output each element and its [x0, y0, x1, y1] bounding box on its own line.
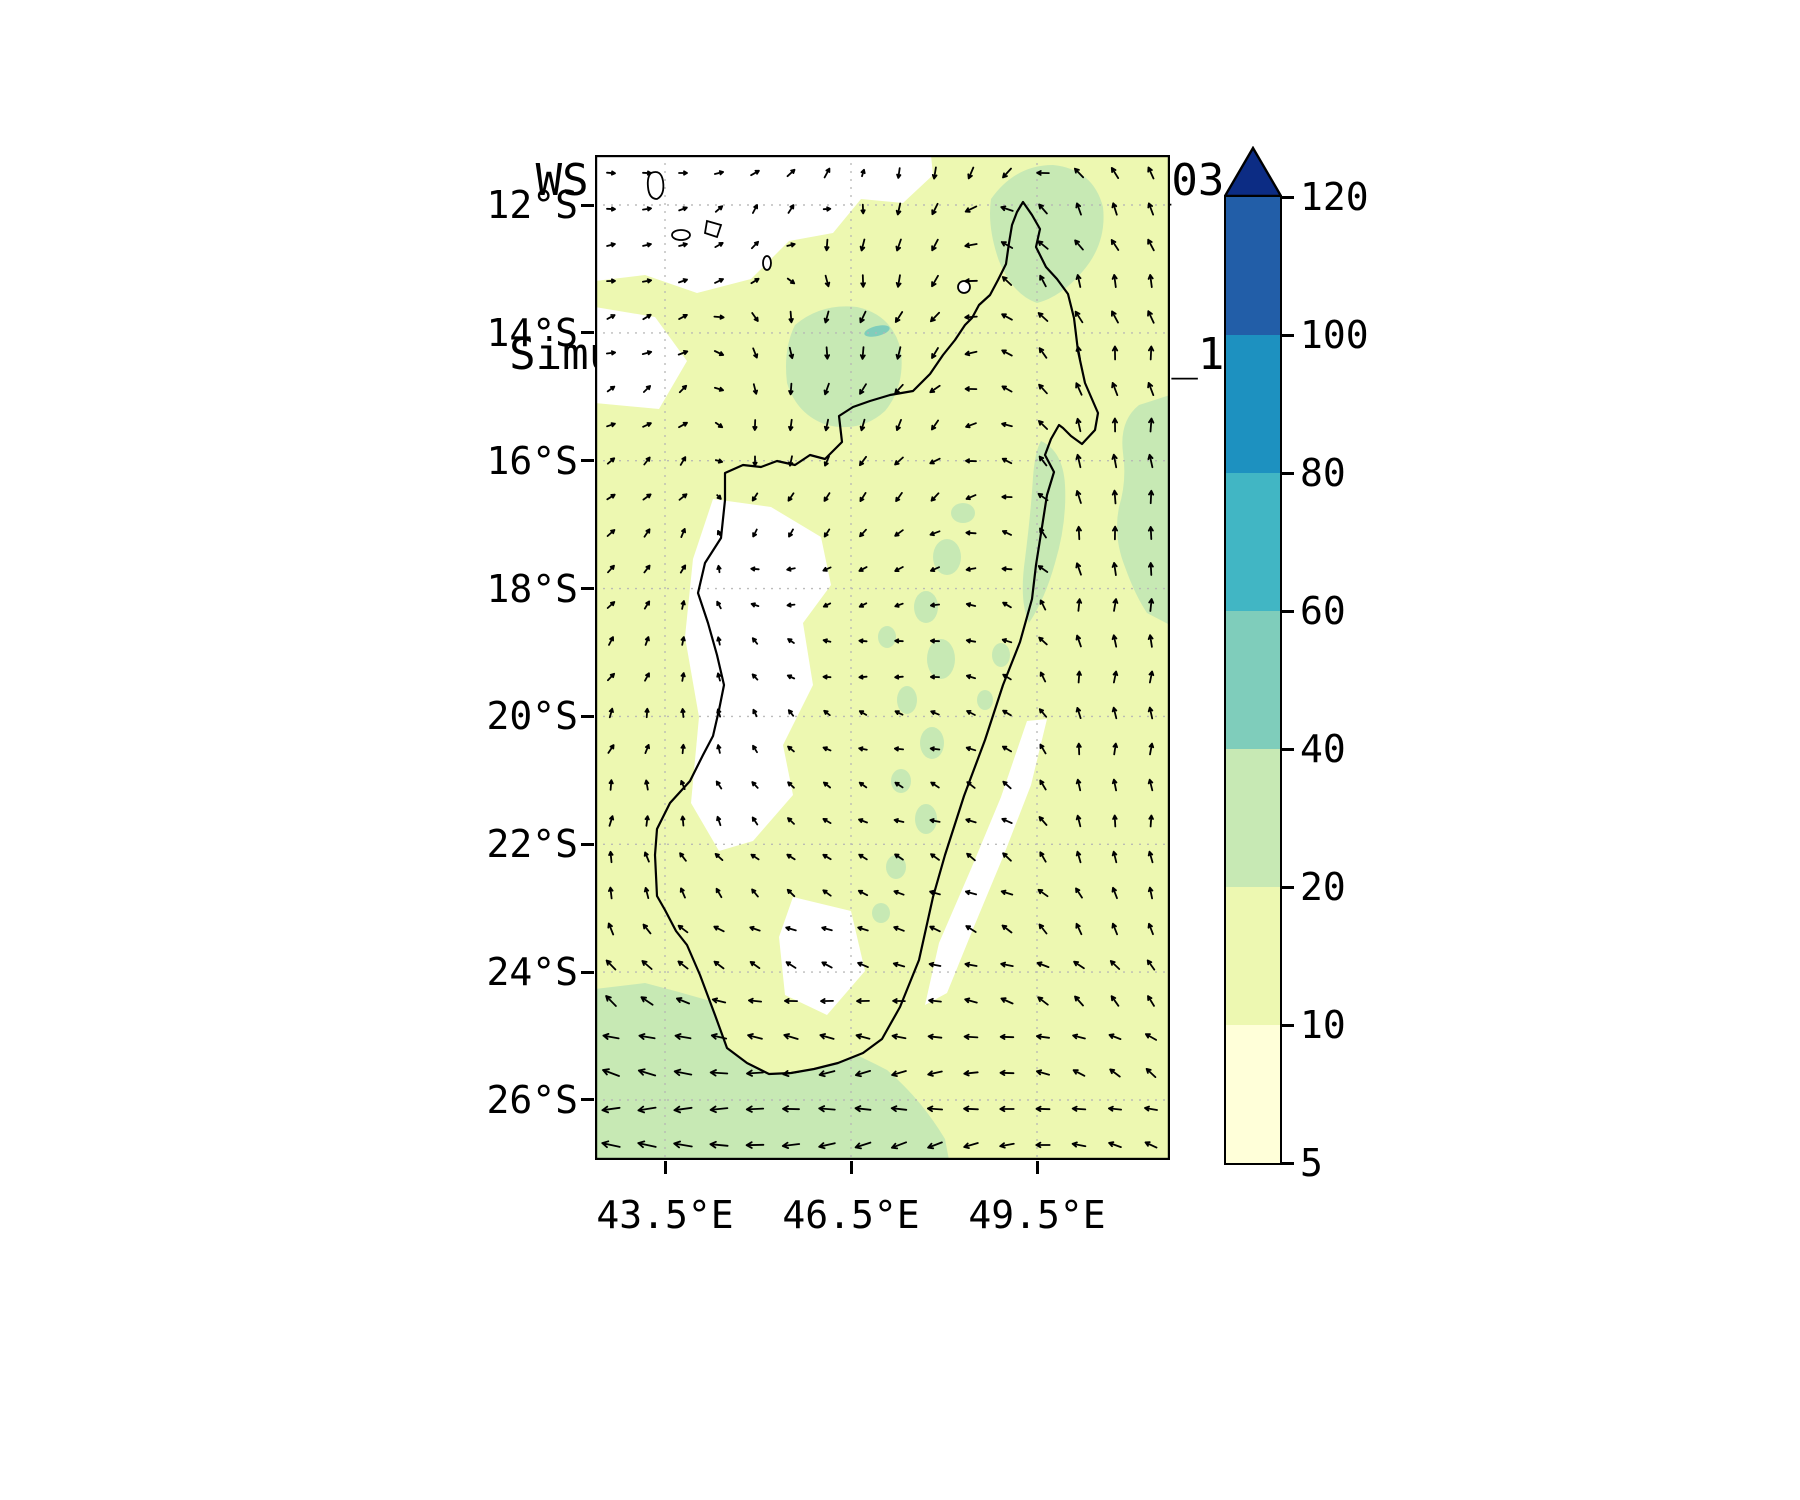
- y-tick-label: 22°S: [486, 822, 578, 867]
- x-tick-label: 43.5°E: [596, 1193, 734, 1237]
- map-panel: [594, 154, 1171, 1161]
- wind-patch-interior-blobs: [872, 503, 1010, 923]
- colorbar-segment-10-20: [1226, 887, 1280, 1025]
- island-nosy-be: [957, 280, 971, 294]
- y-tick-label: 26°S: [486, 1077, 578, 1122]
- wind-patch-northwest: [786, 306, 902, 428]
- y-tick-label: 16°S: [486, 438, 578, 483]
- island-anjouan: [703, 219, 723, 239]
- colorbar-extend-triangle: [1224, 146, 1282, 197]
- y-tick-label: 14°S: [486, 310, 578, 355]
- colorbar-tickmark: [1282, 195, 1294, 199]
- wind-patch-teal-spot: [864, 325, 890, 337]
- madagascar-land: [655, 202, 1098, 1074]
- y-tickmark: [581, 714, 594, 718]
- colorbar-segment-40-60: [1226, 611, 1280, 749]
- colorbar-tickmark: [1282, 1161, 1294, 1165]
- y-tickmark: [581, 970, 594, 974]
- colorbar-segment-60-80: [1226, 473, 1280, 611]
- colorbar-tick-label: 5: [1300, 1141, 1323, 1185]
- colorbar-tickmark: [1282, 747, 1294, 751]
- map-frame: [594, 154, 1171, 1161]
- y-tick-label: 24°S: [486, 950, 578, 995]
- calm-patch-south-land: [779, 897, 865, 1015]
- colorbar-tickmark: [1282, 885, 1294, 889]
- y-tickmark: [581, 331, 594, 335]
- x-tickmark: [663, 1161, 667, 1174]
- y-tick-label: 20°S: [486, 694, 578, 739]
- colorbar-tickmark: [1282, 1023, 1294, 1027]
- y-tickmark: [581, 842, 594, 846]
- coastline: [653, 200, 1100, 1076]
- y-tickmark: [581, 203, 594, 207]
- colorbar-tickmark: [1282, 333, 1294, 337]
- calm-patch-southeast-offshore: [925, 719, 1047, 1005]
- colorbar-tick-label: 80: [1300, 451, 1346, 495]
- island-mayotte: [762, 255, 772, 271]
- colorbar-tick-label: 100: [1300, 313, 1369, 357]
- calm-patch-channel: [595, 307, 687, 409]
- colorbar-segment-20-40: [1226, 749, 1280, 887]
- colorbar-tick-label: 40: [1300, 727, 1346, 771]
- wind-patch-north-tip: [990, 165, 1104, 303]
- y-tick-label: 18°S: [486, 566, 578, 611]
- colorbar-segment-100-120: [1226, 197, 1280, 335]
- colorbar-tickmark: [1282, 471, 1294, 475]
- x-tickmark: [849, 1161, 853, 1174]
- x-tickmark: [1035, 1161, 1039, 1174]
- island-moheli: [671, 229, 691, 241]
- wind-patch-east-edge: [1117, 395, 1170, 625]
- y-tickmark: [581, 1098, 594, 1102]
- calm-patch-northwest-ocean: [595, 155, 933, 293]
- y-tickmark: [581, 587, 594, 591]
- colorbar-tick-label: 10: [1300, 1003, 1346, 1047]
- wind-quiver-arrows: [601, 166, 1158, 1150]
- y-tick-label: 12°S: [486, 183, 578, 227]
- colorbar-tickmark: [1282, 609, 1294, 613]
- map-svg: [594, 154, 1171, 1161]
- colorbar-tick-label: 120: [1300, 175, 1369, 219]
- colorbar-tick-label: 20: [1300, 865, 1346, 909]
- x-tick-label: 46.5°E: [782, 1193, 920, 1237]
- calm-patch-west-central-land: [685, 499, 831, 851]
- colorbar-segment-80-100: [1226, 335, 1280, 473]
- colorbar-bar: [1224, 195, 1282, 1165]
- x-tick-label: 49.5°E: [968, 1193, 1106, 1237]
- island-outlines: [646, 171, 971, 294]
- wind-patch-east-coast: [1022, 441, 1066, 623]
- y-tickmark: [581, 459, 594, 463]
- colorbar-tick-label: 60: [1300, 589, 1346, 633]
- colorbar-segment-5-10: [1226, 1025, 1280, 1163]
- island-grande-comore: [646, 171, 665, 200]
